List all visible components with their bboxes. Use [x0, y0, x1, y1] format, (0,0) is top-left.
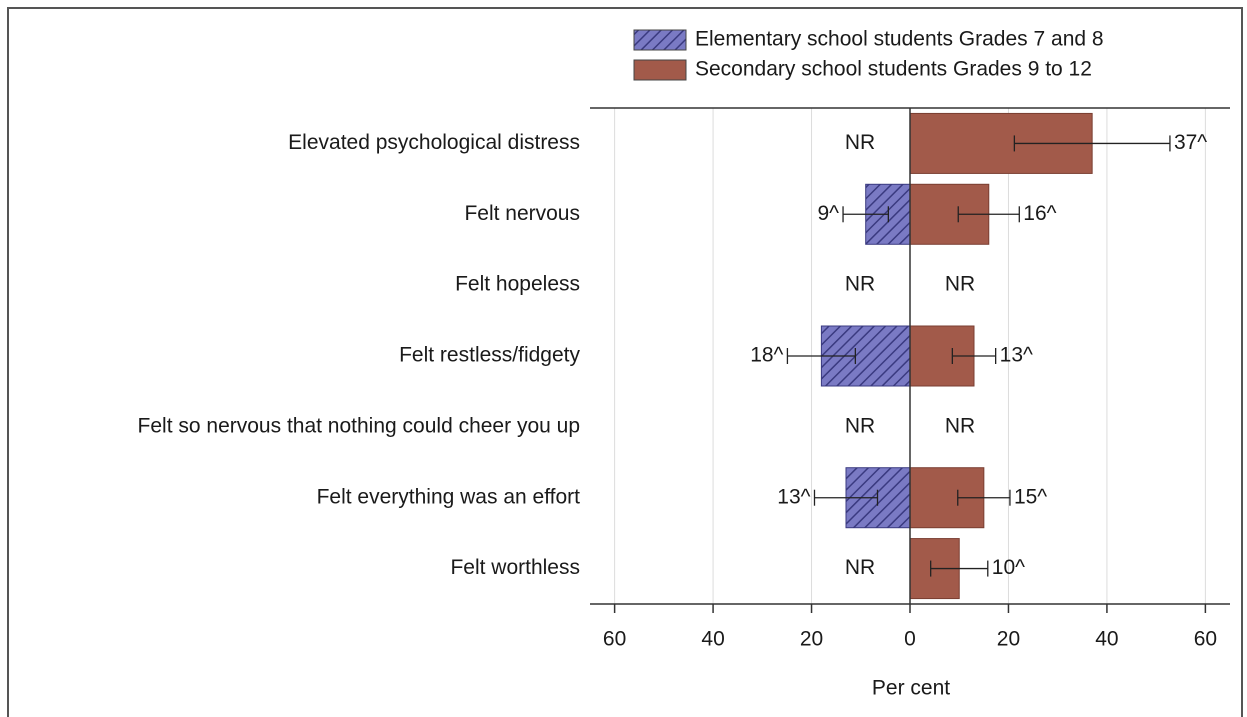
x-tick-label: 20: [800, 628, 823, 651]
legend-label: Elementary school students Grades 7 and …: [695, 28, 1104, 51]
value-label: NR: [845, 414, 875, 437]
legend-swatch: [633, 29, 687, 51]
value-label: 13^: [1000, 344, 1033, 367]
value-label: NR: [845, 273, 875, 296]
category-label: Felt hopeless: [455, 273, 580, 296]
x-tick-label: 40: [701, 628, 724, 651]
x-tick-label: 20: [997, 628, 1020, 651]
x-tick-label: 0: [904, 628, 916, 651]
value-label: 13^: [777, 485, 810, 508]
value-label: 16^: [1023, 202, 1056, 225]
category-label: Elevated psychological distress: [288, 131, 580, 154]
category-label: Felt nervous: [464, 202, 580, 225]
value-label: NR: [845, 131, 875, 154]
value-label: 10^: [992, 556, 1025, 579]
x-axis-label: Per cent: [872, 677, 950, 700]
value-label: NR: [945, 273, 975, 296]
value-label: 18^: [750, 344, 783, 367]
x-tick-label: 60: [603, 628, 626, 651]
value-label: NR: [845, 556, 875, 579]
category-label: Felt so nervous that nothing could cheer…: [138, 414, 580, 437]
category-label: Felt worthless: [450, 556, 580, 579]
value-label: 37^: [1174, 131, 1207, 154]
value-label: 9^: [817, 202, 839, 225]
legend-swatch: [633, 59, 687, 81]
value-label: NR: [945, 414, 975, 437]
category-label: Felt restless/fidgety: [399, 344, 580, 367]
x-tick-label: 40: [1095, 628, 1118, 651]
legend-label: Secondary school students Grades 9 to 12: [695, 58, 1092, 81]
value-label: 15^: [1014, 485, 1047, 508]
frame: [7, 7, 1243, 717]
category-label: Felt everything was an effort: [317, 485, 581, 508]
x-tick-label: 60: [1194, 628, 1217, 651]
